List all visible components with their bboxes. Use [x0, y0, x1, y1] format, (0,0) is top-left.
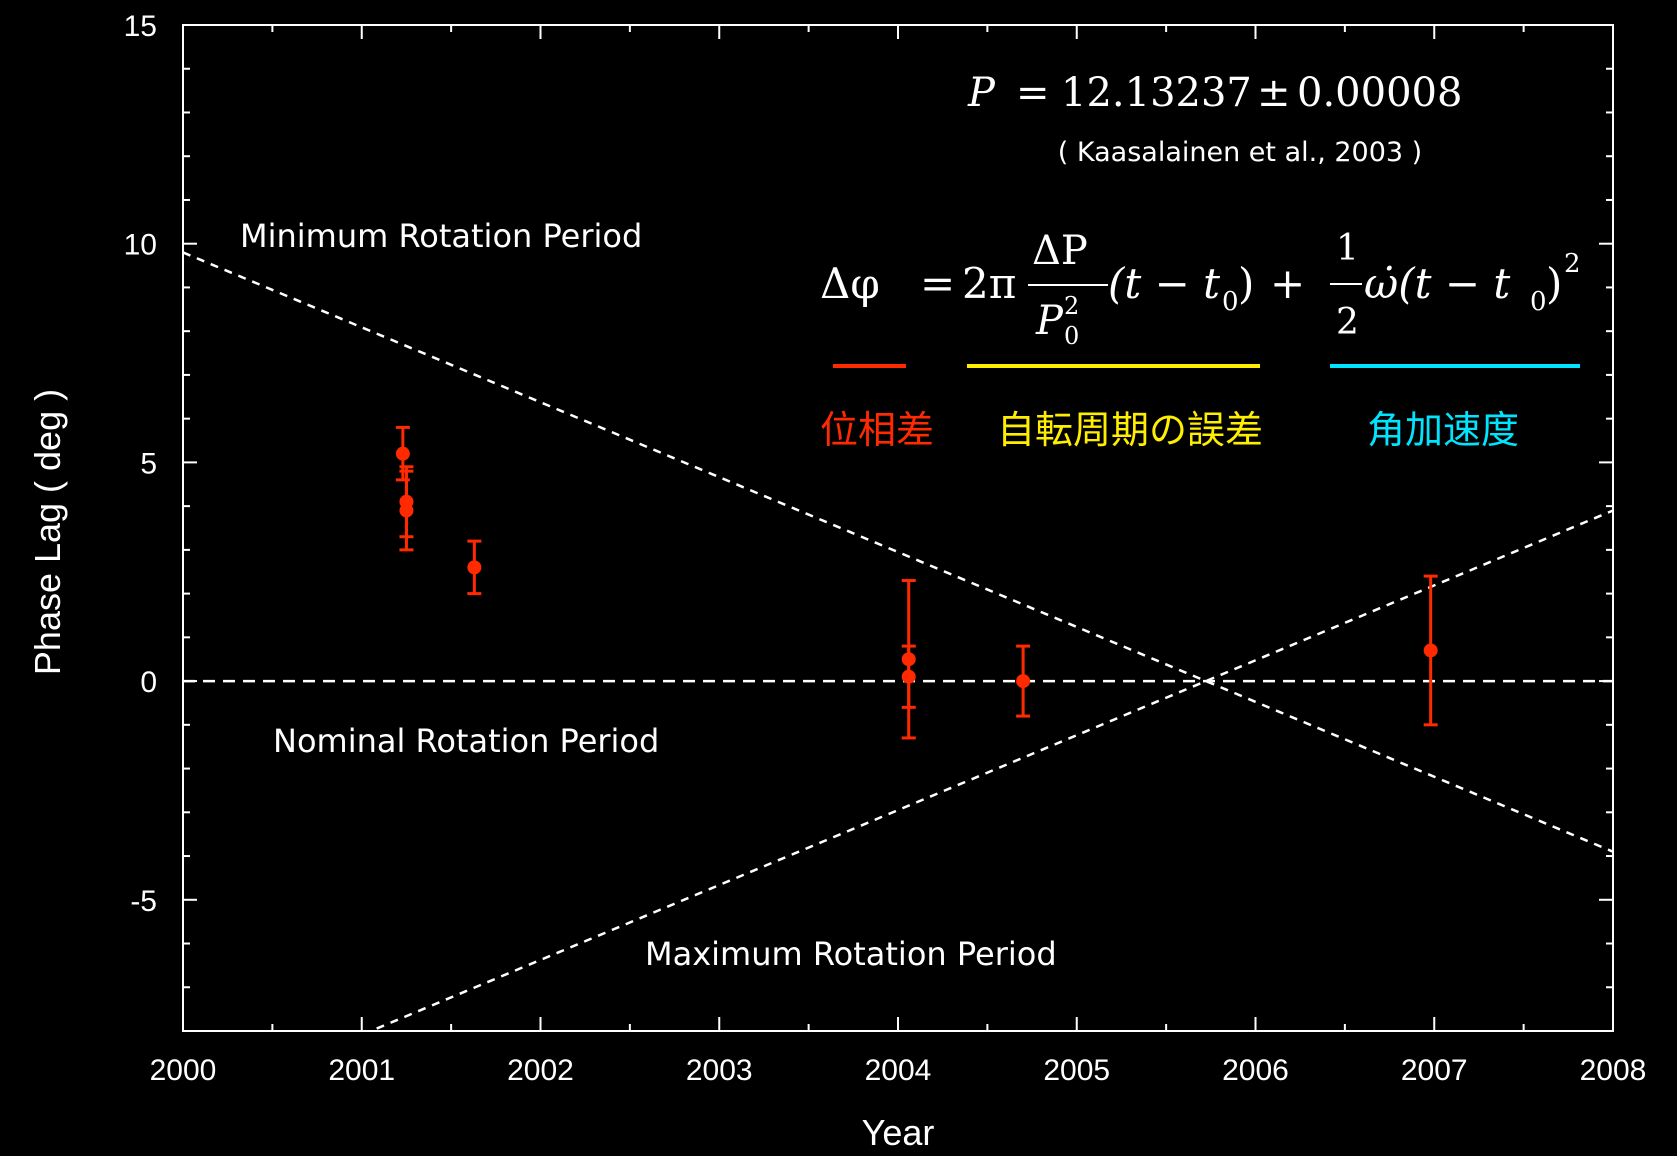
y-tick-label: 0 [140, 666, 157, 699]
svg-text:0: 0 [1530, 287, 1547, 317]
axis-tick-labels: 2000 2001 2002 2003 2004 2005 2006 2007 2008-505… [124, 10, 1647, 1087]
data-point [467, 560, 482, 575]
reference-line [367, 509, 1613, 1031]
svg-text:ΔP: ΔP [1032, 228, 1088, 274]
x-tick-label: 2005 [1043, 1054, 1110, 1087]
legend-angular-accel: 角加速度 [1367, 408, 1519, 452]
x-tick-label: 2006 [1222, 1054, 1289, 1087]
svg-text:0: 0 [1222, 287, 1239, 317]
data-point [399, 503, 414, 518]
y-tick-label: 10 [124, 229, 157, 262]
svg-text:0: 0 [1064, 322, 1079, 350]
x-tick-label: 2003 [686, 1054, 753, 1087]
phase-formula: Δφ = 2π ΔP P 2 0 (t − t 0 ) + 1 2 ω̇(t −… [820, 228, 1581, 350]
axis-ticks [182, 24, 1614, 1032]
data-point [901, 669, 916, 684]
svg-text:2: 2 [1064, 292, 1079, 320]
y-tick-label: 15 [124, 10, 157, 43]
svg-text:P: P [1035, 298, 1064, 344]
x-tick-label: 2008 [1580, 1054, 1647, 1087]
svg-text:±: ± [1257, 70, 1291, 116]
svg-text:Δφ: Δφ [820, 259, 880, 308]
legend-phase-diff: 位相差 [820, 408, 934, 452]
data-point [395, 446, 410, 461]
y-axis-title: Phase Lag ( deg ) [27, 389, 68, 675]
svg-text:=: = [920, 259, 955, 308]
svg-text:ω̇(t − t: ω̇(t − t [1364, 259, 1510, 308]
x-tick-label: 2001 [328, 1054, 395, 1087]
svg-text:=: = [1016, 70, 1050, 116]
data-points [395, 425, 1438, 740]
nominal-period-label: Nominal Rotation Period [273, 722, 659, 760]
svg-text:P: P [967, 70, 996, 116]
svg-text:(t − t: (t − t [1108, 259, 1220, 308]
data-point [1423, 643, 1438, 658]
svg-text:1: 1 [1336, 228, 1359, 269]
x-tick-label: 2004 [865, 1054, 932, 1087]
x-tick-label: 2007 [1401, 1054, 1468, 1087]
legend-period-error: 自転周期の誤差 [997, 408, 1263, 452]
period-annotation: P = 12.13237 ± 0.00008 [967, 70, 1462, 116]
svg-text:0.00008: 0.00008 [1297, 70, 1462, 116]
reference-lines [183, 251, 1613, 1031]
max-period-label: Maximum Rotation Period [645, 935, 1057, 973]
svg-text:2: 2 [1336, 302, 1359, 343]
citation: ( Kaasalainen et al., 2003 ) [1058, 137, 1422, 168]
x-tick-label: 2000 [150, 1054, 217, 1087]
svg-text:): ) [1238, 259, 1254, 308]
svg-text:2: 2 [1564, 249, 1581, 279]
data-point [1016, 674, 1031, 689]
svg-text:2π: 2π [962, 259, 1016, 308]
svg-text:12.13237: 12.13237 [1061, 70, 1252, 116]
x-axis-title: Year [862, 1112, 935, 1153]
x-tick-label: 2002 [507, 1054, 574, 1087]
min-period-label: Minimum Rotation Period [240, 217, 642, 255]
svg-text:): ) [1546, 259, 1562, 308]
y-tick-label: -5 [130, 885, 157, 918]
y-tick-label: 5 [140, 447, 157, 480]
reference-line [183, 251, 1613, 853]
svg-text:+: + [1270, 259, 1305, 308]
plot-frame [182, 24, 1614, 1032]
